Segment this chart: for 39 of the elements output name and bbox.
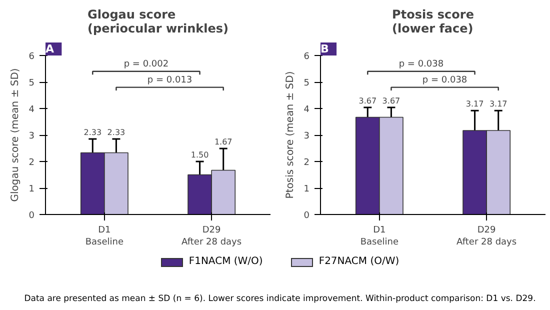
x-tick-label: D29 After 28 days <box>456 226 517 248</box>
y-tick-label: 3 <box>304 132 310 142</box>
data-label: 2.33 <box>107 128 126 137</box>
data-label: 3.17 <box>466 100 484 109</box>
data-label: 3.17 <box>489 100 508 109</box>
data-label: 1.67 <box>214 138 232 147</box>
legend-label: F27NACM (O/W) <box>318 255 400 270</box>
y-tick-label: 3 <box>28 132 35 142</box>
x-tick-label: D29 After 28 days <box>182 226 242 248</box>
y-tick-label: 0 <box>304 211 310 221</box>
y-tick-label: 6 <box>28 52 35 62</box>
y-tick-label: 1 <box>304 184 310 194</box>
chart-title: Glogau score (periocular wrinkles) <box>88 8 228 36</box>
x-tick-label: D1 Baseline <box>360 226 399 248</box>
y-axis-title: Glogau score (mean ± SD) <box>10 68 21 202</box>
y-tick-label: 5 <box>304 78 310 88</box>
text: A <box>46 42 54 56</box>
y-tick-label: 4 <box>304 105 310 115</box>
x-tick-label: D1 Baseline <box>85 226 124 248</box>
y-axis-title: Ptosis score (mean ± SD) <box>284 71 296 199</box>
y-tick-label: 4 <box>28 105 35 115</box>
annotation: p = 0.013 <box>147 75 192 86</box>
annotation: p = 0.038 <box>422 75 468 86</box>
data-label: 3.67 <box>358 96 377 106</box>
y-tick-label: 6 <box>304 52 310 62</box>
y-tick-label: 0 <box>28 211 35 221</box>
data-label: 3.67 <box>382 96 400 106</box>
chart-title: Ptosis score (lower face) <box>392 8 474 36</box>
legend-label: F1NACM (W/O) <box>188 255 263 270</box>
data-label: 2.33 <box>84 128 102 137</box>
y-tick-label: 1 <box>28 184 35 194</box>
text: B <box>320 42 329 56</box>
y-tick-label: 2 <box>28 158 35 168</box>
text: Data are presented as mean ± SD (n = 6). Lower scores indicate improvement. Within-product comparison: D1 vs. D29. <box>23 293 537 306</box>
annotation: p = 0.038 <box>398 59 444 70</box>
annotation: p = 0.002 <box>124 59 169 70</box>
data-label: 1.50 <box>190 150 209 160</box>
y-tick-label: 5 <box>28 78 35 88</box>
y-tick-label: 2 <box>304 158 310 168</box>
